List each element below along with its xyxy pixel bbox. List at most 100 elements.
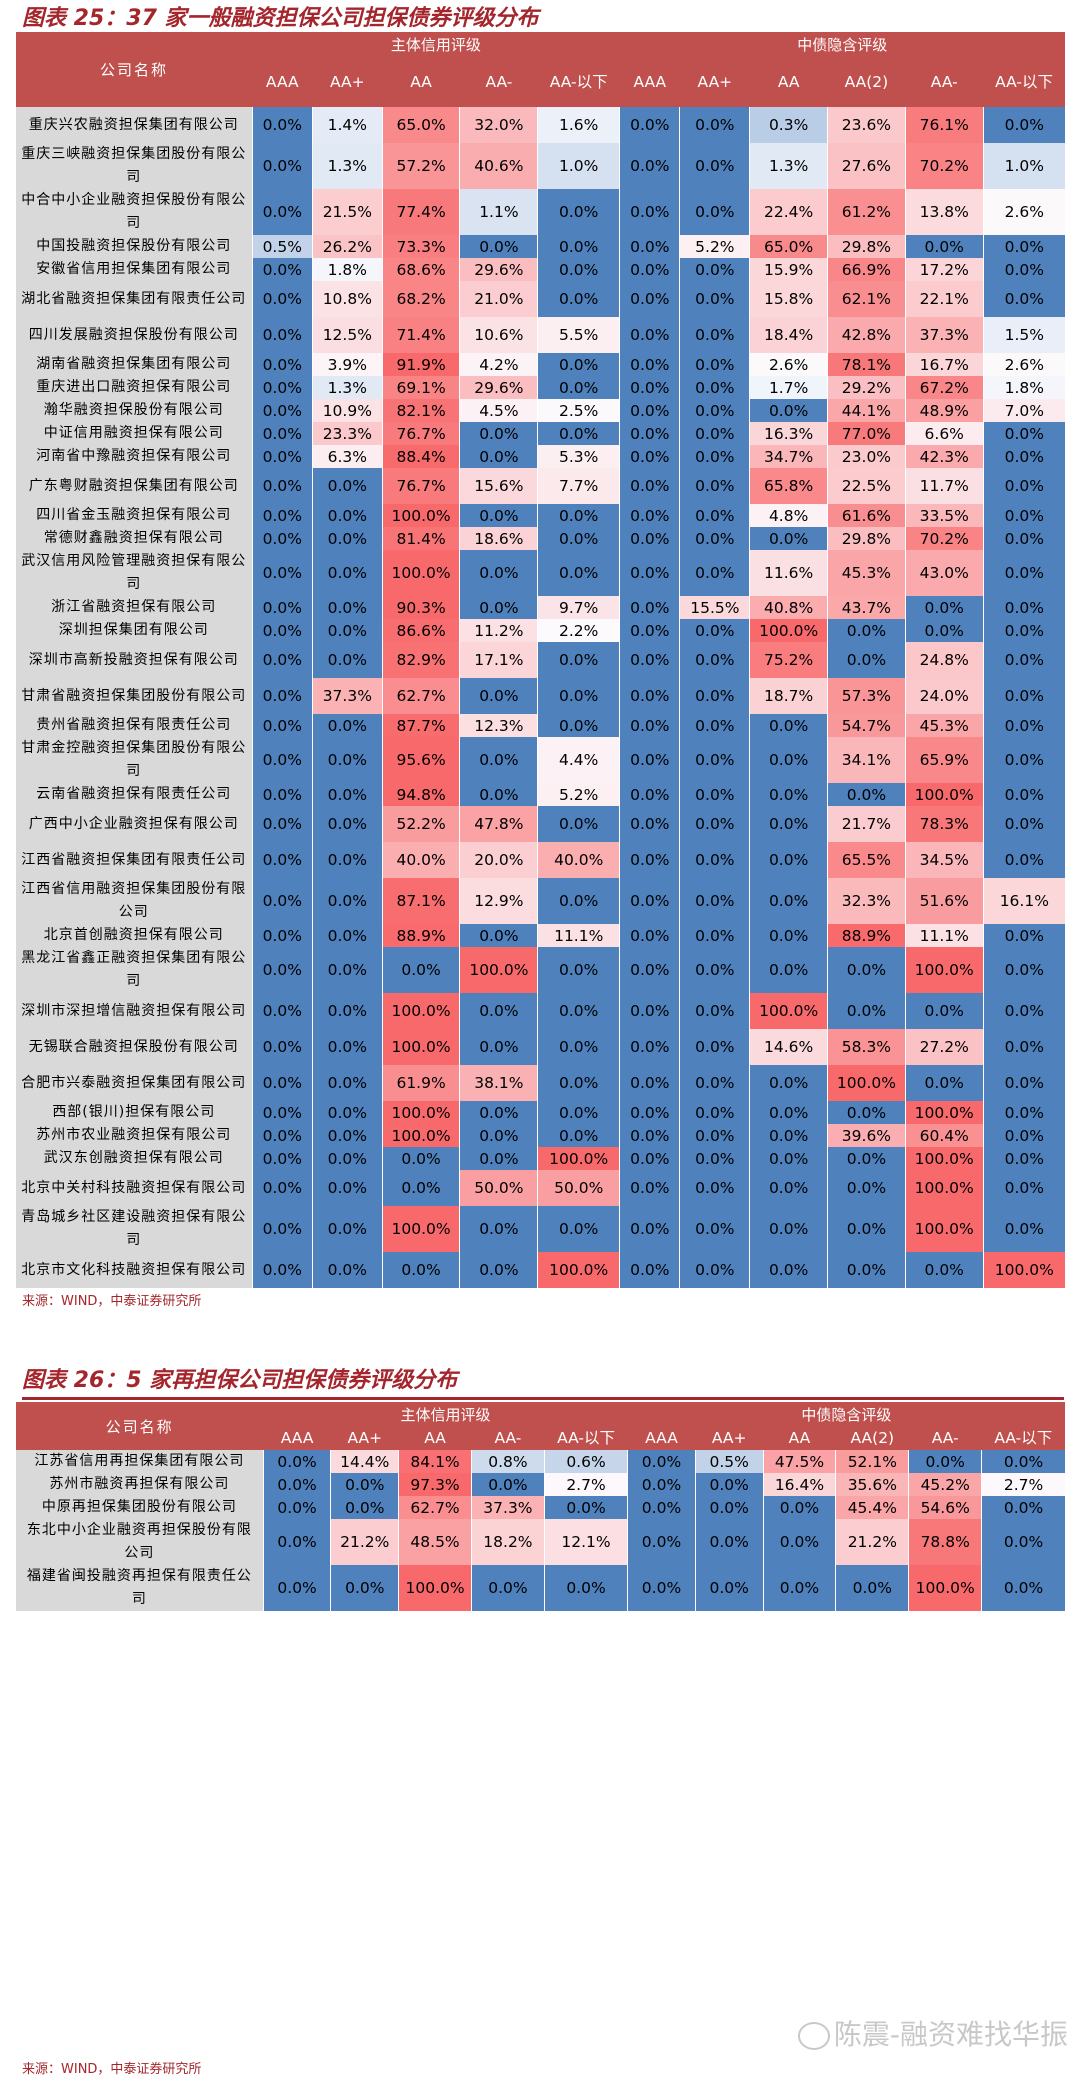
- company-name-cell: 中原再担保集团股份有限公司: [16, 1496, 264, 1519]
- rating-share-cell: 0.0%: [762, 1565, 836, 1611]
- rating-share-cell: 21.5%: [311, 189, 383, 235]
- rating-share-cell: 1.1%: [459, 189, 538, 235]
- rating-share-cell: 0.0%: [749, 806, 828, 842]
- rating-share-cell: 0.0%: [981, 1565, 1065, 1611]
- table-row: 瀚华融资担保股份有限公司 0.0% 10.9% 82.1% 4.5% 2.5% 0.0% 0.…: [16, 399, 1065, 422]
- company-name-cell: 中合中小企业融资担保股份有限公司: [16, 189, 253, 235]
- table-row: 湖北省融资担保集团有限责任公司 0.0% 10.8% 68.2% 21.0% 0.0% 0.…: [16, 281, 1065, 317]
- rating-share-cell: 45.3%: [827, 550, 906, 596]
- column-header: AA: [398, 1426, 472, 1450]
- rating-share-cell: 0.0%: [694, 1473, 763, 1496]
- table-row: 四川省金玉融资担保有限公司 0.0% 0.0% 100.0% 0.0% 0.0% 0.0% 0…: [16, 504, 1065, 527]
- rating-share-cell: 50.0%: [459, 1170, 538, 1206]
- table-row: 中国投融资担保股份有限公司 0.5% 26.2% 73.3% 0.0% 0.0% 0.0% 5…: [16, 235, 1065, 258]
- rating-share-cell: 0.0%: [982, 993, 1065, 1029]
- rating-share-cell: 1.5%: [982, 317, 1065, 353]
- column-header: AA-: [459, 56, 538, 107]
- rating-share-cell: 0.0%: [311, 527, 383, 550]
- rating-share-cell: 0.0%: [251, 527, 313, 550]
- rating-share-cell: 0.0%: [982, 1124, 1065, 1147]
- rating-share-cell: 0.0%: [619, 1029, 680, 1065]
- column-header: AA-以下: [544, 1426, 628, 1450]
- rating-share-cell: 0.0%: [311, 947, 383, 993]
- rating-share-cell: 57.2%: [381, 143, 460, 189]
- rating-share-cell: 0.0%: [981, 1519, 1065, 1565]
- rating-share-cell: 77.0%: [827, 422, 906, 445]
- rating-share-cell: 66.9%: [827, 258, 906, 281]
- company-name-cell: 黑龙江省鑫正融资担保集团有限公司: [16, 947, 253, 993]
- rating-share-cell: 0.0%: [619, 445, 680, 468]
- column-header: AAA: [252, 56, 313, 107]
- rating-share-cell: 0.0%: [537, 258, 620, 281]
- rating-share-cell: 0.0%: [251, 353, 313, 376]
- rating-share-cell: 0.0%: [251, 281, 313, 317]
- company-name-cell: 武汉信用风险管理融资担保有限公司: [16, 550, 253, 596]
- table-row: 浙江省融资担保有限公司 0.0% 0.0% 90.3% 0.0% 9.7% 0.0% 15.5…: [16, 596, 1065, 619]
- rating-share-cell: 0.0%: [679, 504, 750, 527]
- rating-share-cell: 0.0%: [537, 281, 620, 317]
- rating-share-cell: 0.0%: [982, 678, 1065, 714]
- rating-share-cell: 0.0%: [251, 107, 313, 143]
- rating-share-cell: 94.8%: [381, 783, 460, 806]
- company-name-cell: 北京中关村科技融资担保有限公司: [16, 1170, 253, 1206]
- rating-share-cell: 40.0%: [537, 842, 620, 878]
- table-row: 云南省融资担保有限责任公司 0.0% 0.0% 94.8% 0.0% 5.2% 0.0% 0.…: [16, 783, 1065, 806]
- rating-share-cell: 0.0%: [537, 678, 620, 714]
- rating-share-cell: 0.0%: [251, 550, 313, 596]
- table-row: 常德财鑫融资担保有限公司 0.0% 0.0% 81.4% 18.6% 0.0% 0.0% 0.…: [16, 527, 1065, 550]
- rating-share-cell: 0.0%: [619, 619, 680, 642]
- rating-share-cell: 0.0%: [679, 1101, 750, 1124]
- rating-share-cell: 84.1%: [398, 1450, 472, 1473]
- rating-share-cell: 1.8%: [311, 258, 383, 281]
- rating-share-cell: 42.3%: [904, 445, 984, 468]
- implied-rating-group-header: 中债隐含评级: [627, 1402, 1065, 1426]
- rating-share-cell: 52.2%: [381, 806, 460, 842]
- rating-share-cell: 0.0%: [749, 1124, 828, 1147]
- rating-share-cell: 100.0%: [749, 993, 828, 1029]
- rating-share-cell: 0.0%: [251, 642, 313, 678]
- company-name-cell: 浙江省融资担保有限公司: [16, 596, 253, 619]
- rating-share-cell: 0.0%: [904, 596, 984, 619]
- rating-share-cell: 0.0%: [982, 596, 1065, 619]
- rating-share-cell: 75.2%: [749, 642, 828, 678]
- rating-share-cell: 100.0%: [827, 1065, 906, 1101]
- rating-share-cell: 0.0%: [827, 642, 906, 678]
- rating-share-cell: 37.3%: [904, 317, 984, 353]
- rating-share-cell: 18.4%: [749, 317, 828, 353]
- rating-share-cell: 0.0%: [459, 1206, 538, 1252]
- rating-share-cell: 0.0%: [827, 1206, 906, 1252]
- rating-share-cell: 0.0%: [679, 993, 750, 1029]
- column-header: AA-以下: [983, 56, 1065, 107]
- rating-share-cell: 12.9%: [459, 878, 538, 924]
- rating-share-cell: 0.0%: [251, 1124, 313, 1147]
- rating-share-cell: 0.0%: [627, 1565, 696, 1611]
- rating-share-cell: 0.0%: [749, 1065, 828, 1101]
- rating-share-cell: 0.0%: [762, 1519, 836, 1565]
- rating-share-cell: 23.0%: [827, 445, 906, 468]
- table-row: 苏州市农业融资担保有限公司 0.0% 0.0% 100.0% 0.0% 0.0% 0.0% 0…: [16, 1124, 1065, 1147]
- rating-share-cell: 0.0%: [627, 1450, 696, 1473]
- rating-share-cell: 0.0%: [749, 1101, 828, 1124]
- rating-share-cell: 0.0%: [262, 1519, 331, 1565]
- rating-share-cell: 0.0%: [749, 1147, 828, 1170]
- rating-share-cell: 0.0%: [982, 422, 1065, 445]
- rating-share-cell: 0.0%: [982, 1101, 1065, 1124]
- rating-share-cell: 22.4%: [749, 189, 828, 235]
- rating-share-cell: 0.0%: [827, 1170, 906, 1206]
- table-row: 重庆兴农融资担保集团有限公司 0.0% 1.4% 65.0% 32.0% 1.6% 0.0%…: [16, 107, 1065, 143]
- rating-share-cell: 0.0%: [459, 1147, 538, 1170]
- rating-share-cell: 1.3%: [749, 143, 828, 189]
- rating-share-cell: 11.1%: [904, 924, 984, 947]
- column-header: AAA: [263, 1426, 331, 1450]
- rating-share-cell: 0.0%: [749, 783, 828, 806]
- rating-share-cell: 67.2%: [904, 376, 984, 399]
- rating-share-cell: 24.8%: [904, 642, 984, 678]
- company-name-cell: 中国投融资担保股份有限公司: [16, 235, 253, 258]
- rating-share-cell: 0.0%: [679, 947, 750, 993]
- table-row: 北京首创融资担保有限公司 0.0% 0.0% 88.9% 0.0% 11.1% 0.0% 0.…: [16, 924, 1065, 947]
- rating-share-cell: 24.0%: [904, 678, 984, 714]
- rating-share-cell: 0.0%: [251, 947, 313, 993]
- watermark: 陈震-融资难找华振: [797, 2013, 1068, 2053]
- rating-share-cell: 0.5%: [694, 1450, 763, 1473]
- rating-share-cell: 0.0%: [982, 504, 1065, 527]
